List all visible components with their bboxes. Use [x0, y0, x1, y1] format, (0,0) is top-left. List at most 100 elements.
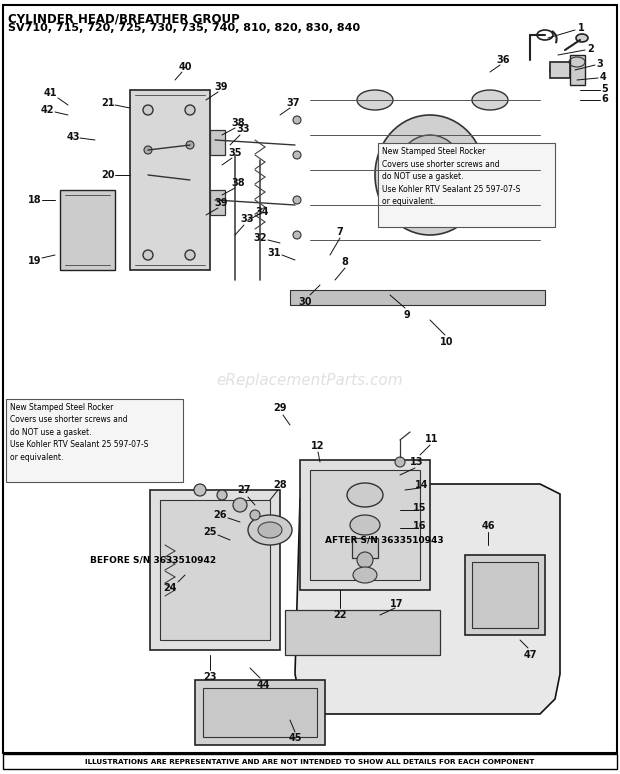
Text: 6: 6: [601, 94, 608, 104]
Text: 20: 20: [101, 170, 115, 180]
Ellipse shape: [357, 90, 393, 110]
Circle shape: [186, 141, 194, 149]
Text: 12: 12: [311, 441, 325, 451]
Text: 34: 34: [255, 207, 268, 217]
Text: 13: 13: [410, 457, 423, 467]
Text: 22: 22: [334, 610, 347, 620]
Text: 18: 18: [28, 195, 42, 205]
Text: 4: 4: [600, 72, 606, 82]
Text: 24: 24: [163, 583, 177, 593]
Bar: [3, 754, 617, 769]
Bar: [210, 190, 225, 215]
Circle shape: [293, 196, 301, 204]
Circle shape: [395, 457, 405, 467]
Text: AFTER S/N 3633510943: AFTER S/N 3633510943: [325, 536, 444, 544]
Text: 39: 39: [215, 198, 228, 208]
Ellipse shape: [415, 158, 445, 192]
Ellipse shape: [375, 115, 485, 235]
Bar: [160, 500, 270, 640]
Ellipse shape: [347, 483, 383, 507]
Circle shape: [357, 552, 373, 568]
Text: 27: 27: [237, 485, 250, 495]
Text: New Stamped Steel Rocker
Covers use shorter screws and
do NOT use a gasket.
Use : New Stamped Steel Rocker Covers use shor…: [382, 147, 521, 206]
Circle shape: [185, 105, 195, 115]
Text: 46: 46: [481, 521, 495, 531]
Bar: [150, 490, 280, 650]
Bar: [300, 460, 430, 590]
Text: CYLINDER HEAD/BREATHER GROUP: CYLINDER HEAD/BREATHER GROUP: [8, 12, 240, 25]
Circle shape: [293, 116, 301, 124]
Text: 41: 41: [43, 88, 57, 98]
Text: SV710, 715, 720, 725, 730, 735, 740, 810, 820, 830, 840: SV710, 715, 720, 725, 730, 735, 740, 810…: [8, 23, 360, 33]
Ellipse shape: [472, 90, 508, 110]
Polygon shape: [295, 484, 560, 714]
Bar: [550, 62, 570, 78]
Circle shape: [144, 146, 152, 154]
Text: BEFORE S/N 3633510942: BEFORE S/N 3633510942: [90, 556, 216, 564]
Text: eReplacementParts.com: eReplacementParts.com: [216, 372, 404, 388]
Circle shape: [143, 250, 153, 260]
Ellipse shape: [353, 567, 377, 583]
Text: 32: 32: [253, 233, 267, 243]
Text: 37: 37: [286, 98, 299, 108]
Text: 33: 33: [241, 214, 254, 224]
Bar: [290, 290, 545, 305]
Text: 19: 19: [29, 256, 42, 266]
Bar: [60, 190, 115, 270]
Text: 3: 3: [596, 59, 603, 69]
Ellipse shape: [576, 34, 588, 42]
Text: 2: 2: [588, 44, 595, 54]
Text: 33: 33: [236, 124, 250, 134]
Text: 39: 39: [215, 82, 228, 92]
Text: 9: 9: [404, 310, 410, 320]
Bar: [310, 470, 420, 580]
Circle shape: [233, 498, 247, 512]
Text: 31: 31: [267, 248, 281, 258]
Text: 14: 14: [415, 480, 429, 490]
Text: 26: 26: [213, 510, 227, 520]
Text: 25: 25: [203, 527, 217, 537]
Ellipse shape: [350, 515, 380, 535]
Text: 1: 1: [578, 23, 585, 33]
Text: 5: 5: [601, 84, 608, 94]
Text: New Stamped Steel Rocker
Covers use shorter screws and
do NOT use a gasket.
Use : New Stamped Steel Rocker Covers use shor…: [10, 402, 149, 461]
Text: 43: 43: [66, 132, 80, 142]
Text: ILLUSTRATIONS ARE REPRESENTATIVE AND ARE NOT INTENDED TO SHOW ALL DETAILS FOR EA: ILLUSTRATIONS ARE REPRESENTATIVE AND ARE…: [86, 759, 534, 765]
Text: 11: 11: [425, 434, 439, 444]
Text: 30: 30: [298, 297, 312, 307]
Bar: [352, 538, 378, 558]
Circle shape: [217, 490, 227, 500]
Text: 45: 45: [288, 733, 302, 743]
Text: 38: 38: [231, 178, 245, 188]
Ellipse shape: [550, 63, 570, 77]
Bar: [203, 688, 317, 737]
Text: 23: 23: [203, 672, 217, 682]
Text: 21: 21: [101, 98, 115, 108]
Bar: [195, 680, 325, 745]
Text: 38: 38: [231, 118, 245, 128]
Ellipse shape: [248, 515, 292, 545]
Text: 15: 15: [414, 503, 427, 513]
Bar: [570, 55, 585, 85]
Circle shape: [185, 250, 195, 260]
Bar: [465, 555, 545, 635]
Text: 42: 42: [40, 105, 54, 115]
Bar: [378, 143, 555, 227]
Text: 29: 29: [273, 403, 286, 413]
Ellipse shape: [395, 135, 465, 215]
Circle shape: [293, 231, 301, 239]
Bar: [210, 130, 225, 155]
Text: 28: 28: [273, 480, 287, 490]
Circle shape: [143, 105, 153, 115]
Text: 7: 7: [337, 227, 343, 237]
Text: 44: 44: [256, 680, 270, 690]
Bar: [6, 399, 183, 482]
Text: 16: 16: [414, 521, 427, 531]
Text: 47: 47: [523, 650, 537, 660]
Circle shape: [293, 151, 301, 159]
Bar: [130, 90, 210, 270]
Text: 10: 10: [440, 337, 454, 347]
Circle shape: [194, 484, 206, 496]
Ellipse shape: [258, 522, 282, 538]
Bar: [472, 562, 538, 628]
